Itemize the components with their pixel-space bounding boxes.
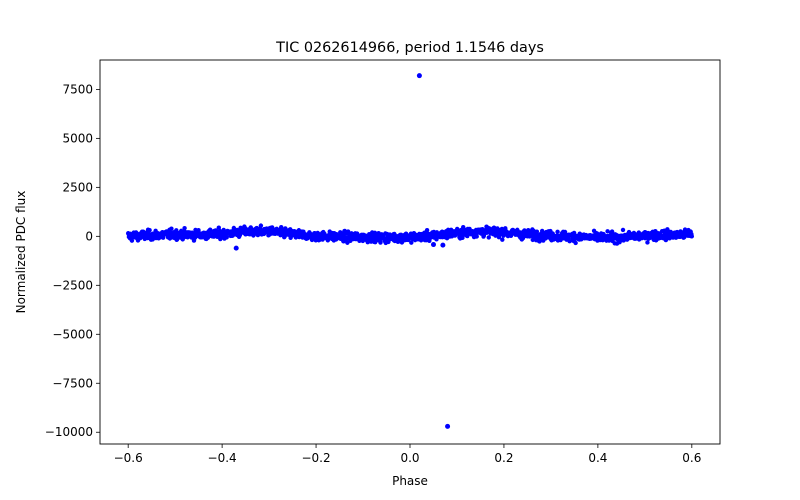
outlier-point — [416, 73, 422, 79]
data-point — [378, 240, 383, 245]
data-point — [196, 228, 201, 233]
y-axis-label: Normalized PDC flux — [14, 191, 28, 314]
outlier-point — [233, 245, 239, 251]
outlier-point — [445, 423, 451, 429]
y-tick-label: −7500 — [52, 376, 93, 390]
data-point — [221, 227, 226, 233]
outlier-point — [440, 242, 446, 248]
data-point — [147, 228, 152, 233]
data-point — [645, 240, 650, 245]
x-axis-label: Phase — [392, 474, 428, 488]
y-tick-label: 0 — [85, 229, 93, 243]
data-point — [207, 227, 213, 232]
plot-frame — [99, 59, 721, 445]
data-point — [486, 235, 491, 240]
x-tick-label: 0.2 — [494, 451, 513, 465]
data-point — [169, 226, 174, 231]
y-tick-label: −5000 — [52, 327, 93, 341]
x-tick-label: −0.6 — [114, 451, 143, 465]
y-tick-label: 7500 — [62, 82, 93, 96]
y-tick-label: −10000 — [45, 425, 93, 439]
data-point — [689, 234, 695, 239]
data-points — [125, 73, 695, 429]
data-point — [345, 229, 351, 234]
y-tick-label: −2500 — [52, 278, 93, 292]
y-tick-label: 2500 — [62, 180, 93, 194]
data-point — [182, 225, 187, 231]
data-point — [424, 228, 430, 233]
x-axis: −0.6 −0.4 −0.2 0.0 0.2 0.4 0.6 — [114, 444, 701, 465]
x-tick-label: 0.0 — [400, 451, 419, 465]
x-tick-label: −0.4 — [208, 451, 237, 465]
y-tick-label: 5000 — [62, 131, 93, 145]
data-point — [174, 228, 179, 233]
data-point — [474, 234, 479, 239]
data-point — [500, 237, 505, 242]
data-point — [224, 235, 229, 240]
x-tick-label: 0.4 — [588, 451, 607, 465]
data-point — [409, 240, 414, 245]
data-point — [216, 225, 221, 230]
data-point — [231, 225, 237, 231]
outlier-point — [430, 242, 436, 248]
y-axis: 7500 5000 2500 0 −2500 −5000 −7500 −10000 — [45, 82, 100, 439]
data-point — [620, 227, 626, 233]
data-point — [258, 223, 264, 228]
data-point — [129, 238, 135, 243]
data-point — [573, 240, 578, 246]
x-tick-label: −0.2 — [301, 451, 330, 465]
data-point — [605, 229, 610, 234]
chart-title: TIC 0262614966, period 1.1546 days — [275, 40, 544, 56]
data-point — [555, 229, 560, 235]
data-point — [567, 238, 572, 244]
x-tick-label: 0.6 — [682, 451, 701, 465]
data-point — [562, 229, 568, 235]
